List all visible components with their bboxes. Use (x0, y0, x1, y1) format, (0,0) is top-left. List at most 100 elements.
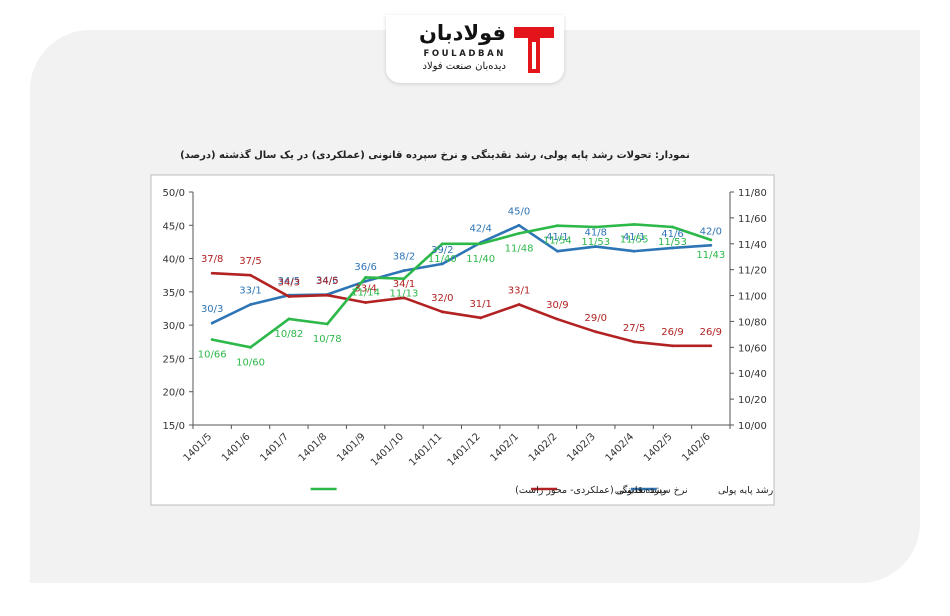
data-label: 45/0 (508, 206, 530, 217)
data-point (671, 225, 674, 229)
data-label: 41/6 (661, 229, 683, 240)
data-point (364, 301, 368, 304)
right-axis-tick-label: 11/20 (738, 266, 767, 277)
data-label: 11/40 (466, 254, 495, 265)
data-label: 11/55 (620, 234, 649, 245)
data-label: 38/2 (393, 252, 415, 263)
data-label: 33/4 (354, 284, 376, 295)
data-label: 34/3 (278, 278, 300, 289)
data-point (325, 293, 329, 297)
left-axis-tick-label: 35/0 (163, 288, 185, 299)
legend-label: نرخ سپرده قانونی (عملکردی- محور راست) (515, 485, 687, 496)
data-label: 26/9 (700, 327, 722, 338)
data-label: 26/9 (661, 327, 683, 338)
right-axis-tick-label: 10/80 (738, 317, 767, 328)
data-point (555, 317, 559, 321)
data-label: 41/8 (585, 228, 607, 239)
data-label: 34/6 (316, 276, 338, 287)
data-point (440, 242, 444, 246)
data-point (671, 246, 674, 250)
data-label: 41/1 (623, 232, 645, 243)
legend-label: رشد پایه پولی (718, 485, 774, 496)
data-label: 11/48 (505, 243, 534, 254)
data-point (440, 262, 444, 266)
data-label: 11/53 (658, 237, 687, 248)
data-point (594, 245, 598, 248)
right-axis-tick-label: 10/60 (738, 343, 767, 354)
data-point (479, 316, 483, 320)
data-point (402, 277, 406, 281)
data-label: 33/1 (239, 286, 261, 297)
series-line-2 (211, 223, 712, 349)
data-point (210, 271, 214, 275)
data-point (709, 243, 713, 247)
right-axis-tick-label: 10/20 (738, 395, 767, 406)
data-point (517, 223, 521, 227)
fouladban-logo-icon (514, 27, 554, 73)
data-label: 11/54 (543, 236, 572, 247)
data-point (632, 249, 636, 253)
logo-subtitle: دیده‌بان صنعت فولاد (422, 61, 506, 72)
data-point (555, 224, 559, 228)
data-label: 37/5 (239, 256, 261, 267)
data-point (287, 295, 291, 298)
data-label: 11/43 (696, 250, 725, 261)
data-point (479, 242, 483, 246)
left-axis-tick-label: 30/0 (163, 321, 185, 332)
data-point (364, 276, 368, 279)
data-point (632, 222, 636, 226)
data-point (402, 269, 406, 272)
data-label: 32/0 (431, 293, 453, 304)
data-label: 10/66 (198, 350, 227, 361)
data-point (210, 338, 214, 341)
logo-name-en: FOULADBAN (423, 49, 506, 59)
chart-frame (150, 174, 775, 506)
data-label: 34/5 (316, 276, 338, 287)
data-point (594, 225, 598, 229)
data-point (709, 344, 713, 348)
data-label: 33/1 (508, 286, 530, 297)
data-label: 11/40 (428, 254, 457, 265)
data-label: 42/4 (469, 224, 491, 235)
data-point (594, 330, 598, 334)
site-logo[interactable]: فولادبان FOULADBAN دیده‌بان صنعت فولاد (386, 15, 564, 83)
data-point (517, 232, 521, 235)
right-axis-tick-label: 10/40 (738, 369, 767, 380)
right-axis-tick-label: 11/40 (738, 240, 767, 251)
data-point (671, 344, 674, 348)
data-point (632, 340, 636, 344)
data-point (249, 303, 252, 306)
right-axis-tick-label: 11/60 (738, 214, 767, 225)
left-axis-tick-label: 25/0 (163, 354, 185, 365)
data-point (440, 310, 444, 314)
data-point (402, 296, 406, 300)
data-label: 27/5 (623, 323, 645, 334)
data-label: 29/0 (585, 313, 607, 324)
data-point (364, 279, 368, 283)
data-point (287, 317, 291, 321)
data-point (709, 238, 713, 242)
left-axis-tick-label: 20/0 (163, 388, 185, 399)
data-label: 30/3 (201, 304, 223, 315)
data-point (517, 303, 521, 306)
right-axis-tick-label: 10/00 (738, 421, 767, 432)
data-label: 31/1 (469, 299, 491, 310)
chart-title: نمودار: تحولات رشد پایه پولی، رشد نقدینگ… (180, 150, 690, 161)
data-label: 10/78 (313, 334, 342, 345)
data-point (249, 345, 252, 349)
data-point (325, 322, 329, 326)
data-label: 42/0 (700, 226, 722, 237)
data-point (555, 249, 559, 253)
data-point (210, 321, 214, 325)
data-label: 30/9 (546, 300, 568, 311)
right-axis-tick-label: 11/80 (738, 188, 767, 199)
series-line-1 (212, 271, 711, 348)
data-label: 10/60 (236, 357, 265, 368)
logo-name-fa: فولادبان (418, 21, 506, 45)
left-axis-tick-label: 40/0 (163, 255, 185, 266)
data-point (249, 273, 252, 277)
data-label: 34/1 (393, 279, 415, 290)
left-axis-tick-label: 15/0 (163, 421, 185, 432)
data-label: 11/14 (351, 287, 380, 298)
